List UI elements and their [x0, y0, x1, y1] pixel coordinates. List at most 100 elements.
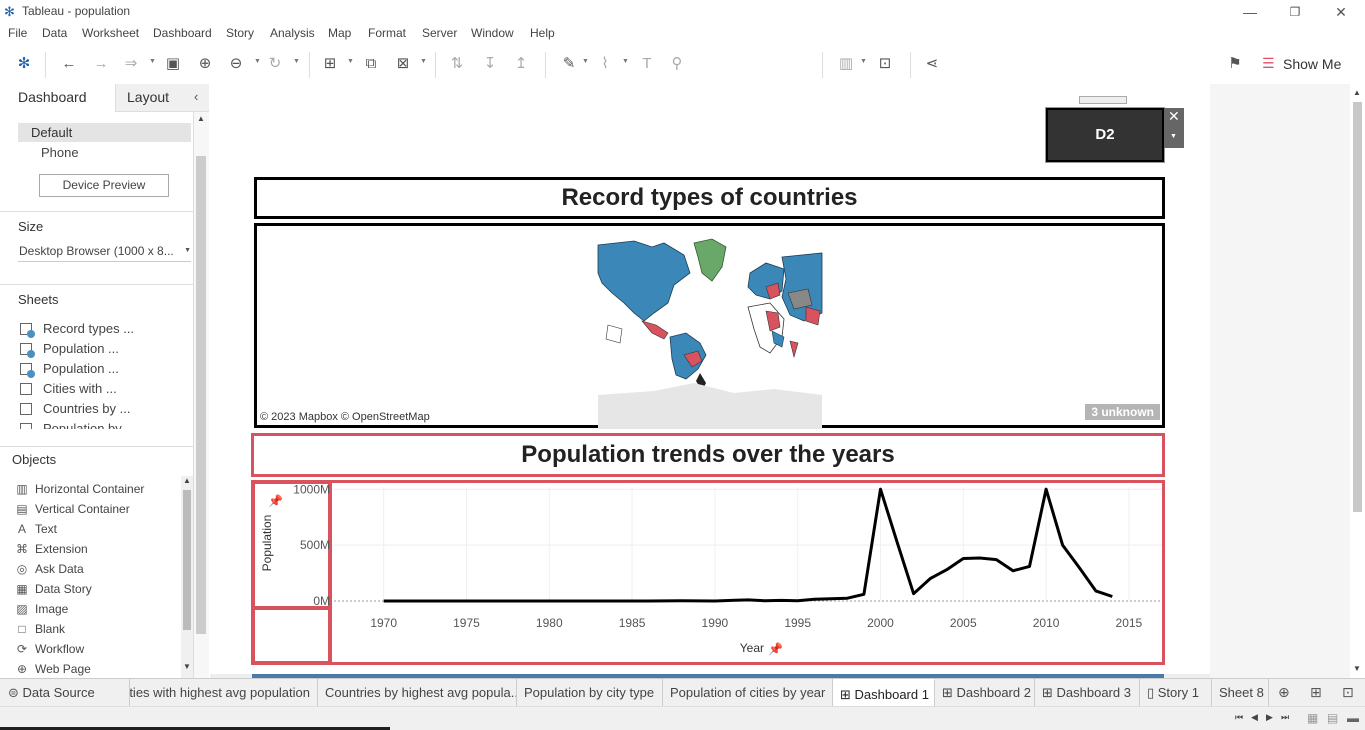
menu-window[interactable]: Window: [471, 26, 514, 40]
world-map[interactable]: [594, 233, 826, 429]
remove-object-icon[interactable]: ✕: [1168, 108, 1180, 124]
first-sheet-icon[interactable]: ⏮: [1235, 712, 1244, 722]
dashboard-canvas[interactable]: D2 ✕ ▼ Record types of countries: [210, 84, 1210, 678]
object-workflow[interactable]: Workflow: [35, 642, 85, 656]
menu-map[interactable]: Map: [328, 26, 352, 40]
redo-icon[interactable]: →: [93, 55, 109, 72]
chevron-down-icon[interactable]: ▼: [582, 58, 589, 65]
tab-dashboard-3[interactable]: ⊞ Dashboard 3: [1035, 679, 1140, 707]
tab-population-by-city-type[interactable]: Population by city type: [517, 679, 663, 707]
floating-text-d2[interactable]: D2: [1046, 108, 1164, 162]
menu-story[interactable]: Story: [226, 26, 255, 40]
scroll-up-icon[interactable]: ▲: [183, 476, 191, 485]
menu-format[interactable]: Format: [368, 26, 407, 40]
tab-dashboard[interactable]: Dashboard: [0, 84, 115, 112]
drag-handle[interactable]: [1079, 96, 1127, 104]
left-panel-scrollbar[interactable]: ▲: [193, 112, 209, 678]
chevron-down-icon[interactable]: ▼: [254, 58, 261, 65]
menu-server[interactable]: Server: [422, 26, 458, 40]
object-horizontal-container[interactable]: Horizontal Container: [35, 482, 145, 496]
object-text[interactable]: Text: [35, 522, 58, 536]
new-worksheet-icon[interactable]: ⊕: [1278, 684, 1290, 700]
population-series-line[interactable]: [383, 487, 1113, 603]
device-preview-button[interactable]: Device Preview: [39, 174, 169, 197]
canvas-scrollbar[interactable]: ▲ ▼: [1350, 84, 1365, 678]
tab-dashboard-2[interactable]: ⊞ Dashboard 2: [935, 679, 1035, 707]
collapse-panel-icon[interactable]: ‹: [194, 89, 199, 104]
undo-icon[interactable]: ←: [61, 55, 77, 72]
tab-population-of-cities-by-year[interactable]: Population of cities by year: [663, 679, 833, 707]
minimize-icon[interactable]: —: [1243, 4, 1257, 20]
close-window-icon[interactable]: ✕: [1335, 4, 1347, 20]
left-panel-scroll-thumb[interactable]: [196, 156, 206, 634]
object-image[interactable]: Image: [35, 602, 69, 616]
share-icon[interactable]: ⋖: [925, 55, 939, 72]
tab-sheet-8[interactable]: Sheet 8: [1212, 679, 1269, 707]
object-data-story[interactable]: Data Story: [35, 582, 92, 596]
sheet-sorter-icon[interactable]: ▤: [1327, 711, 1339, 725]
objects-scrollbar[interactable]: ▲ ▼: [181, 476, 193, 678]
filmstrip-view-icon[interactable]: ▦: [1307, 711, 1319, 725]
tableau-home-icon[interactable]: ✻: [17, 55, 31, 72]
save-icon[interactable]: ▣: [165, 55, 181, 72]
menu-data[interactable]: Data: [42, 26, 68, 40]
new-worksheet-icon[interactable]: ⊞: [323, 55, 337, 72]
object-extension[interactable]: Extension: [35, 542, 88, 556]
scroll-down-icon[interactable]: ▼: [183, 662, 191, 671]
unknown-badge[interactable]: 3 unknown: [1085, 404, 1160, 420]
sheet-item[interactable]: Record types ...: [43, 321, 135, 336]
size-dropdown[interactable]: Desktop Browser (1000 x 8... ▼: [18, 242, 191, 262]
tab-cities-highest-avg[interactable]: Cities with highest avg population: [130, 679, 318, 707]
restore-icon[interactable]: ❐: [1289, 5, 1301, 19]
swap-icon[interactable]: ⇒: [124, 55, 138, 72]
pin-icon[interactable]: 📌: [268, 493, 283, 508]
tab-layout[interactable]: Layout ‹: [115, 84, 209, 112]
refresh-icon[interactable]: ↻: [268, 55, 282, 72]
duplicate-icon[interactable]: ⧉: [365, 55, 377, 72]
swap-rows-columns-icon[interactable]: ⇅: [450, 55, 464, 72]
population-line-chart[interactable]: 0M 500M 1000M 1970 1975 1980 1985 1990 1995 2000…: [254, 483, 1162, 663]
objects-scroll-thumb[interactable]: [183, 490, 191, 630]
canvas-scroll-thumb[interactable]: [1353, 102, 1362, 512]
pin-icon[interactable]: 📌: [768, 641, 783, 656]
object-blank[interactable]: Blank: [35, 622, 66, 636]
title-population-trends-container[interactable]: Population trends over the years: [251, 433, 1165, 477]
clear-sheet-icon[interactable]: ⊠: [396, 55, 410, 72]
group-members-icon[interactable]: ⌇: [601, 55, 609, 72]
new-dashboard-icon[interactable]: ⊞: [1310, 684, 1322, 700]
tab-data-source[interactable]: ⊜ Data Source: [0, 679, 130, 707]
sheet-item[interactable]: Cities with ...: [43, 381, 117, 396]
highlight-icon[interactable]: ✎: [562, 55, 576, 72]
sheet-item[interactable]: Population by...: [43, 421, 132, 429]
menu-analysis[interactable]: Analysis: [270, 26, 315, 40]
object-vertical-container[interactable]: Vertical Container: [35, 502, 130, 516]
format-painter-icon[interactable]: ⚑: [1228, 55, 1242, 72]
sheet-item[interactable]: Population ...: [43, 341, 119, 356]
show-me-icon[interactable]: ☰: [1262, 55, 1275, 71]
next-sheet-icon[interactable]: ▶: [1266, 712, 1273, 722]
prev-sheet-icon[interactable]: ◀: [1251, 712, 1258, 722]
sheet-item[interactable]: Population ...: [43, 361, 119, 376]
new-data-source-icon[interactable]: ⊕: [198, 55, 212, 72]
menu-worksheet[interactable]: Worksheet: [82, 26, 140, 40]
presentation-mode-icon[interactable]: ⊡: [878, 55, 892, 72]
device-default[interactable]: Default: [18, 123, 191, 142]
new-story-icon[interactable]: ⊡: [1342, 684, 1354, 700]
pause-updates-icon[interactable]: ⊖: [229, 55, 243, 72]
last-sheet-icon[interactable]: ⏭: [1281, 712, 1290, 722]
chevron-down-icon[interactable]: ▼: [420, 58, 427, 65]
tab-dashboard-1[interactable]: ⊞ Dashboard 1: [833, 679, 935, 707]
menu-help[interactable]: Help: [530, 26, 555, 40]
scroll-down-icon[interactable]: ▼: [1353, 664, 1361, 673]
tab-countries-highest-avg[interactable]: Countries by highest avg popula...: [318, 679, 517, 707]
device-phone[interactable]: Phone: [41, 145, 79, 160]
fix-axes-icon[interactable]: ⚲: [671, 55, 683, 72]
show-mark-labels-icon[interactable]: T: [642, 55, 652, 72]
line-chart-container[interactable]: [251, 480, 1165, 665]
show-hide-cards-icon[interactable]: ▥: [838, 55, 854, 72]
chevron-down-icon[interactable]: ▼: [347, 58, 354, 65]
title-record-types-container[interactable]: Record types of countries: [254, 177, 1165, 219]
chevron-down-icon[interactable]: ▼: [149, 58, 156, 65]
map-container[interactable]: © 2023 Mapbox © OpenStreetMap 3 unknown: [254, 223, 1165, 429]
sort-descending-icon[interactable]: ↥: [514, 55, 528, 72]
